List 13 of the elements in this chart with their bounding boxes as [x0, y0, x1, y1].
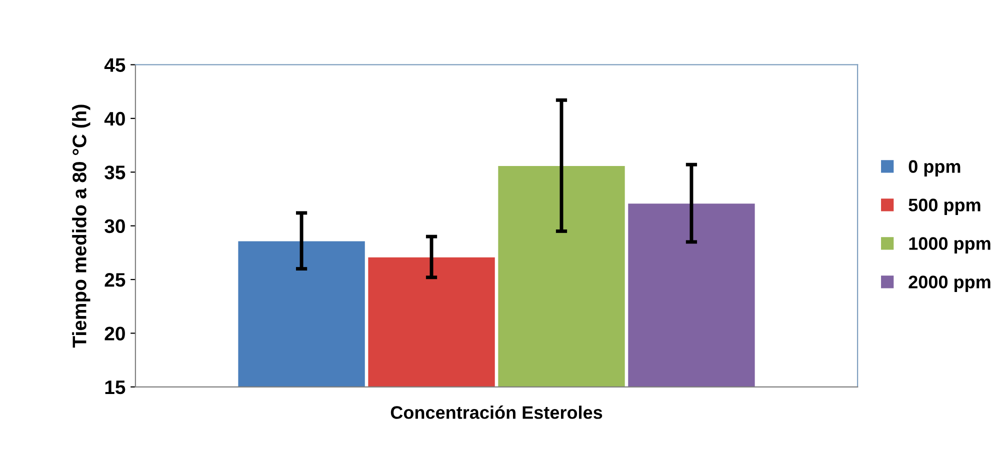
y-tick-label: 25 — [104, 272, 126, 287]
y-tick-label: 40 — [104, 112, 125, 126]
y-tick-label: 15 — [105, 380, 126, 394]
y-axis-title: Tiempo medido a 80 °C (h) — [72, 104, 90, 348]
x-axis-title: Concentración Esteroles — [390, 406, 602, 419]
legend-label: 1000 ppm — [909, 237, 990, 254]
legend-label: 500 ppm — [908, 198, 980, 215]
y-tick-label: 35 — [104, 166, 126, 180]
legend-label: 2000 ppm — [908, 276, 990, 292]
legend-label: 0 ppm — [908, 160, 960, 176]
y-tick-label: 20 — [104, 326, 125, 340]
y-tick-label: 45 — [104, 58, 126, 72]
y-tick-label: 30 — [104, 219, 125, 234]
